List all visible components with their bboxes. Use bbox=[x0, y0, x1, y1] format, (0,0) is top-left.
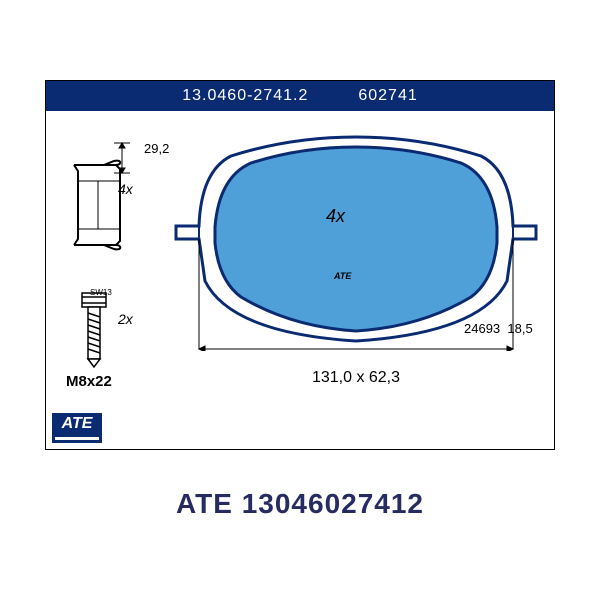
diagram-frame: 13.0460-2741.2 602741 29,2 bbox=[45, 80, 555, 450]
pad-side-code-text: 24693 bbox=[464, 321, 500, 336]
clip-dim-text: 29,2 bbox=[144, 141, 169, 156]
caption-code: 13046027412 bbox=[242, 488, 424, 519]
pad-dimensions: 131,0 x 62,3 bbox=[276, 369, 436, 387]
screw-drawing bbox=[74, 291, 114, 369]
pad-side-thickness: 18,5 bbox=[507, 321, 532, 336]
caption: ATE 13046027412 bbox=[0, 488, 600, 520]
pad-ate-mark: ATE bbox=[334, 271, 351, 281]
clip-count-text: 4x bbox=[118, 181, 133, 197]
caption-brand: ATE bbox=[176, 488, 233, 519]
pad-side-code: 24693 18,5 bbox=[464, 321, 533, 336]
pad-count: 4x bbox=[326, 206, 345, 227]
clip-dimension-label: 29,2 bbox=[144, 141, 169, 156]
clip-count: 4x bbox=[118, 181, 133, 197]
header-short-code: 602741 bbox=[358, 87, 417, 104]
screw-count: 2x bbox=[118, 311, 133, 327]
screw-hex-label: SW13 bbox=[90, 288, 112, 297]
ate-logo: ATE bbox=[52, 413, 102, 443]
header-part-number: 13.0460-2741.2 bbox=[182, 87, 308, 104]
screw-thread-label: M8x22 bbox=[66, 373, 112, 390]
brake-pad-drawing bbox=[171, 131, 541, 351]
